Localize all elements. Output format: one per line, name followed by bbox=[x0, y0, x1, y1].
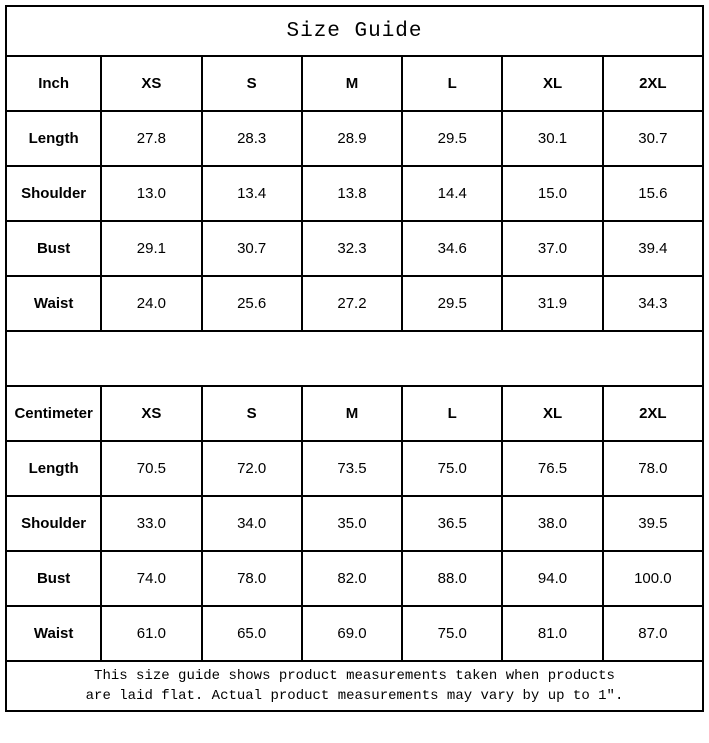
measurement-label: Waist bbox=[4, 605, 103, 662]
inch-row-length: Length 27.8 28.3 28.9 29.5 30.1 30.7 bbox=[4, 110, 705, 167]
size-value: 30.7 bbox=[601, 110, 705, 167]
inch-row-bust: Bust 29.1 30.7 32.3 34.6 37.0 39.4 bbox=[4, 220, 705, 277]
size-value: 27.2 bbox=[300, 275, 404, 332]
size-value: 35.0 bbox=[300, 495, 404, 552]
size-value: 34.0 bbox=[200, 495, 303, 552]
title-row: Size Guide bbox=[5, 5, 704, 57]
size-value: 15.0 bbox=[501, 165, 604, 222]
size-value: 31.9 bbox=[501, 275, 604, 332]
spacer-cell bbox=[5, 330, 704, 387]
size-value: 14.4 bbox=[401, 165, 504, 222]
size-value: 61.0 bbox=[100, 605, 203, 662]
size-value: 15.6 bbox=[601, 165, 705, 222]
inch-size-header-2xl: 2XL bbox=[601, 55, 705, 112]
size-value: 36.5 bbox=[401, 495, 504, 552]
measurement-label: Waist bbox=[4, 275, 103, 332]
cm-row-length: Length 70.5 72.0 73.5 75.0 76.5 78.0 bbox=[4, 440, 705, 497]
size-value: 39.5 bbox=[601, 495, 705, 552]
note-line-2: are laid flat. Actual product measuremen… bbox=[85, 688, 624, 704]
size-guide-table: Size Guide Inch XS S M L XL 2XL Length 2… bbox=[4, 5, 705, 712]
size-value: 87.0 bbox=[601, 605, 705, 662]
size-value: 76.5 bbox=[501, 440, 604, 497]
size-value: 32.3 bbox=[300, 220, 404, 277]
size-value: 33.0 bbox=[100, 495, 203, 552]
size-value: 82.0 bbox=[300, 550, 404, 607]
size-value: 30.1 bbox=[501, 110, 604, 167]
inch-size-header-l: L bbox=[401, 55, 504, 112]
size-value: 13.0 bbox=[100, 165, 203, 222]
inch-size-header-xs: XS bbox=[100, 55, 203, 112]
cm-size-header-xs: XS bbox=[100, 385, 203, 442]
size-value: 34.6 bbox=[401, 220, 504, 277]
size-value: 29.5 bbox=[401, 110, 504, 167]
inch-row-shoulder: Shoulder 13.0 13.4 13.8 14.4 15.0 15.6 bbox=[4, 165, 705, 222]
cm-header-row: Centimeter XS S M L XL 2XL bbox=[4, 385, 705, 442]
size-value: 78.0 bbox=[601, 440, 705, 497]
size-value: 24.0 bbox=[100, 275, 203, 332]
measurement-label: Length bbox=[4, 440, 103, 497]
cm-size-header-l: L bbox=[401, 385, 504, 442]
size-value: 74.0 bbox=[100, 550, 203, 607]
measurement-label: Bust bbox=[4, 550, 103, 607]
inch-size-header-xl: XL bbox=[501, 55, 604, 112]
inch-size-header-m: M bbox=[300, 55, 404, 112]
size-value: 37.0 bbox=[501, 220, 604, 277]
cm-row-bust: Bust 74.0 78.0 82.0 88.0 94.0 100.0 bbox=[4, 550, 705, 607]
size-value: 29.1 bbox=[100, 220, 203, 277]
size-value: 27.8 bbox=[100, 110, 203, 167]
measurement-label: Length bbox=[4, 110, 103, 167]
size-value: 65.0 bbox=[200, 605, 303, 662]
size-value: 38.0 bbox=[501, 495, 604, 552]
size-value: 69.0 bbox=[300, 605, 404, 662]
size-value: 25.6 bbox=[200, 275, 303, 332]
size-value: 100.0 bbox=[601, 550, 705, 607]
measurement-label: Bust bbox=[4, 220, 103, 277]
cm-row-waist: Waist 61.0 65.0 69.0 75.0 81.0 87.0 bbox=[4, 605, 705, 662]
inch-header-row: Inch XS S M L XL 2XL bbox=[4, 55, 705, 112]
note-row: This size guide shows product measuremen… bbox=[5, 660, 704, 712]
size-value: 34.3 bbox=[601, 275, 705, 332]
size-value: 72.0 bbox=[200, 440, 303, 497]
measurement-note: This size guide shows product measuremen… bbox=[5, 660, 704, 712]
size-value: 29.5 bbox=[401, 275, 504, 332]
cm-size-header-xl: XL bbox=[501, 385, 604, 442]
size-value: 75.0 bbox=[401, 440, 504, 497]
note-line-1: This size guide shows product measuremen… bbox=[94, 667, 615, 684]
cm-size-header-s: S bbox=[200, 385, 303, 442]
size-value: 28.3 bbox=[200, 110, 303, 167]
size-value: 30.7 bbox=[200, 220, 303, 277]
page-title: Size Guide bbox=[5, 5, 704, 57]
size-value: 78.0 bbox=[200, 550, 303, 607]
size-value: 28.9 bbox=[300, 110, 404, 167]
size-value: 39.4 bbox=[601, 220, 705, 277]
size-value: 75.0 bbox=[401, 605, 504, 662]
cm-size-header-m: M bbox=[300, 385, 404, 442]
inch-unit-header: Inch bbox=[4, 55, 103, 112]
inch-size-header-s: S bbox=[200, 55, 303, 112]
size-value: 13.8 bbox=[300, 165, 404, 222]
size-value: 73.5 bbox=[300, 440, 404, 497]
spacer-row bbox=[5, 330, 704, 387]
size-value: 94.0 bbox=[501, 550, 604, 607]
cm-row-shoulder: Shoulder 33.0 34.0 35.0 36.5 38.0 39.5 bbox=[4, 495, 705, 552]
measurement-label: Shoulder bbox=[4, 165, 103, 222]
size-value: 88.0 bbox=[401, 550, 504, 607]
size-value: 81.0 bbox=[501, 605, 604, 662]
measurement-label: Shoulder bbox=[4, 495, 103, 552]
cm-size-header-2xl: 2XL bbox=[601, 385, 705, 442]
inch-row-waist: Waist 24.0 25.6 27.2 29.5 31.9 34.3 bbox=[4, 275, 705, 332]
cm-unit-header: Centimeter bbox=[4, 385, 103, 442]
size-value: 70.5 bbox=[100, 440, 203, 497]
size-value: 13.4 bbox=[200, 165, 303, 222]
